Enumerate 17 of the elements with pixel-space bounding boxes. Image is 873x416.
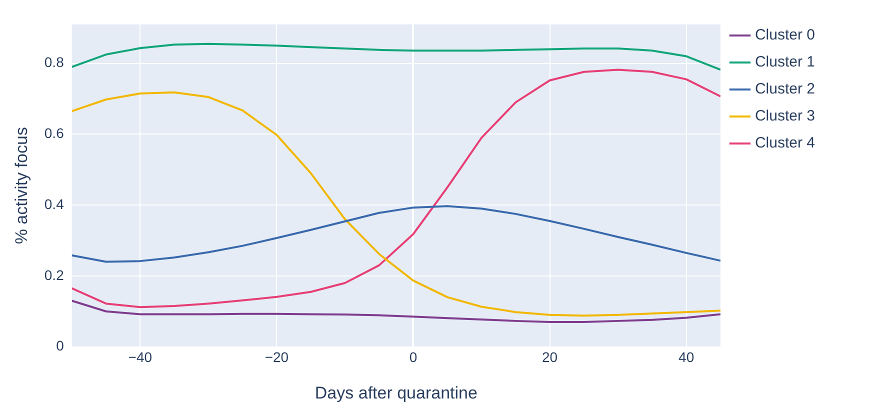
y-tick-label: 0.4 <box>44 196 64 212</box>
legend-label: Cluster 3 <box>754 108 816 125</box>
x-tick-label: 40 <box>678 349 694 366</box>
x-tick-label: −20 <box>264 349 289 366</box>
legend-label: Cluster 0 <box>754 26 816 44</box>
legend-label: Cluster 1 <box>754 54 816 71</box>
y-tick-label: 0 <box>56 338 64 354</box>
legend-label: Cluster 4 <box>754 134 816 152</box>
y-tick-label: 0.2 <box>44 266 64 283</box>
y-tick-label: 0.6 <box>44 125 64 142</box>
y-tick-label: 0.8 <box>44 54 64 70</box>
x-tick-label: −40 <box>128 349 152 366</box>
y-axis-title: % activity focus <box>12 127 31 244</box>
legend-label: Cluster 2 <box>754 80 816 98</box>
x-tick-label: 20 <box>542 349 558 366</box>
x-tick-label: 0 <box>409 349 418 366</box>
x-axis-title: Days after quarantine <box>314 383 478 402</box>
